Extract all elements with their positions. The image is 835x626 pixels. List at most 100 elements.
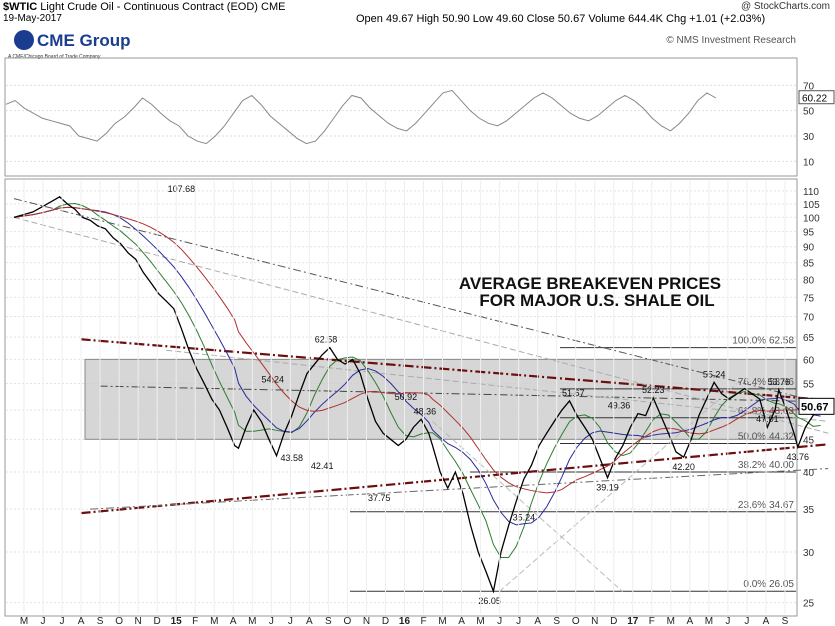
x-tick-label: N <box>363 616 370 626</box>
rsi-tick-label: 30 <box>803 132 815 143</box>
price-tick-label: 40 <box>803 468 815 479</box>
x-tick-label: O <box>115 616 123 626</box>
gray-trendline-2 <box>166 349 829 422</box>
x-tick-label: O <box>572 616 580 626</box>
x-tick-label: N <box>135 616 142 626</box>
long-downtrend-line <box>13 198 829 406</box>
gray-trendline-1 <box>13 216 829 434</box>
cme-globe-icon <box>14 30 34 50</box>
ohlc-readout: Open 49.67 High 50.90 Low 49.60 Close 50… <box>356 13 766 25</box>
rsi-last-value-box <box>798 90 835 105</box>
price-panel <box>4 178 798 617</box>
x-tick-label: J <box>516 616 521 626</box>
price-annotation: 50.92 <box>395 392 418 402</box>
x-axis: M J J A S O N D 15 F M A M J J A S O N D 16 F M A M J J A S O N D 17 F M A M… <box>20 181 789 626</box>
price-last-value-box <box>798 397 835 415</box>
x-tick-label: A <box>458 616 465 626</box>
price-annotation: 54.24 <box>261 374 284 384</box>
x-tick-label: A <box>534 616 541 626</box>
x-tick-label: D <box>382 616 389 626</box>
price-tick-label: 55 <box>803 380 815 391</box>
x-tick-label: M <box>20 616 28 626</box>
x-tick-label: S <box>782 616 789 626</box>
price-annotation: 48.36 <box>414 406 437 416</box>
price-annotation: 62.58 <box>315 335 338 345</box>
ma-slow-line <box>13 206 821 494</box>
price-annotation: 42.41 <box>311 461 334 471</box>
x-tick-label: F <box>420 616 426 626</box>
price-tick-label: 80 <box>803 275 815 286</box>
resistance-trendline <box>80 338 829 402</box>
x-tick-label: M <box>705 616 713 626</box>
price-tick-label: 105 <box>803 200 820 211</box>
symbol: $WTIC <box>3 1 38 13</box>
price-tick-label: 100 <box>803 213 820 224</box>
description: Light Crude Oil - Continuous Contract (E… <box>40 1 258 13</box>
rsi-line <box>5 89 717 145</box>
price-tick-label: 75 <box>803 293 815 304</box>
x-tick-label: M <box>476 616 484 626</box>
x-tick-label: 15 <box>171 616 183 626</box>
stockcharts-brand: @ StockCharts.com <box>740 1 830 12</box>
price-annotation: 47.01 <box>756 414 779 424</box>
x-tick-label: A <box>78 616 85 626</box>
x-tick-label: 16 <box>399 616 411 626</box>
cme-logo: CME Group A CME/Chicago Board of Trade C… <box>8 30 131 60</box>
x-tick-label: M <box>248 616 256 626</box>
price-annotation: 37.75 <box>368 493 391 503</box>
x-tick-label: O <box>344 616 352 626</box>
x-tick-label: S <box>553 616 560 626</box>
x-tick-label: D <box>154 616 161 626</box>
overlay-title-line1: AVERAGE BREAKEVEN PRICES <box>459 274 721 293</box>
rsi-tick-label: 50 <box>803 107 815 118</box>
x-tick-label: J <box>60 616 65 626</box>
mid-downtrend-line <box>99 385 829 403</box>
x-tick-label: S <box>97 616 104 626</box>
cme-logo-subtitle: A CME/Chicago Board of Trade Company <box>8 54 101 60</box>
price-annotation: 43.58 <box>280 453 303 463</box>
price-annotation: 51.67 <box>562 388 585 398</box>
price-annotation: 26.05 <box>478 596 501 606</box>
price-annotations: 107.68 62.58 54.24 43.58 42.41 50.92 48.36 37.7… <box>168 184 835 606</box>
long-uptrend-line <box>90 468 829 510</box>
price-tick-label: 95 <box>803 228 815 239</box>
price-tick-label: 110 <box>803 187 819 198</box>
x-tick-label: M <box>210 616 218 626</box>
x-tick-label: N <box>591 616 598 626</box>
x-tick-label: S <box>325 616 332 626</box>
price-tick-label: 85 <box>803 259 815 270</box>
price-tick-label: 45 <box>803 435 815 446</box>
x-tick-label: A <box>230 616 237 626</box>
overlay-title-line2: FOR MAJOR U.S. SHALE OIL <box>479 291 714 310</box>
rsi-tick-label: 70 <box>803 81 815 92</box>
breakeven-band <box>84 358 797 440</box>
x-tick-label: M <box>667 616 675 626</box>
gray-trendline-3 <box>432 421 624 593</box>
fib-label: 100.0% 62.58 <box>732 336 794 347</box>
price-tick-label: 25 <box>803 599 815 610</box>
x-tick-label: D <box>610 616 617 626</box>
price-annotation: 39.19 <box>596 483 619 493</box>
rsi-tick-label: 10 <box>803 157 815 168</box>
rsi-last-value: 60.22 <box>802 94 827 105</box>
x-tick-label: J <box>725 616 730 626</box>
price-annotation: 42.20 <box>672 462 695 472</box>
chart-title: $WTIC Light Crude Oil - Continuous Contr… <box>3 1 285 13</box>
x-tick-label: A <box>687 616 694 626</box>
chart-date: 19-May-2017 <box>3 13 62 24</box>
rsi-grid: 10 30 50 70 60.22 <box>6 81 835 168</box>
exchange: CME <box>261 1 286 13</box>
price-annotation: 107.68 <box>168 184 196 194</box>
copyright: © NMS Investment Research <box>666 35 796 46</box>
price-tick-label: 90 <box>803 243 815 254</box>
x-tick-label: M <box>438 616 446 626</box>
gray-trendline-4 <box>498 383 738 593</box>
price-annotation: 55.24 <box>703 369 726 379</box>
price-annotation: 43.76 <box>787 452 810 462</box>
x-tick-label: J <box>497 616 502 626</box>
x-tick-label: J <box>744 616 749 626</box>
x-tick-label: 17 <box>627 616 639 626</box>
x-tick-label: J <box>288 616 293 626</box>
cme-logo-text: CME Group <box>37 31 131 50</box>
